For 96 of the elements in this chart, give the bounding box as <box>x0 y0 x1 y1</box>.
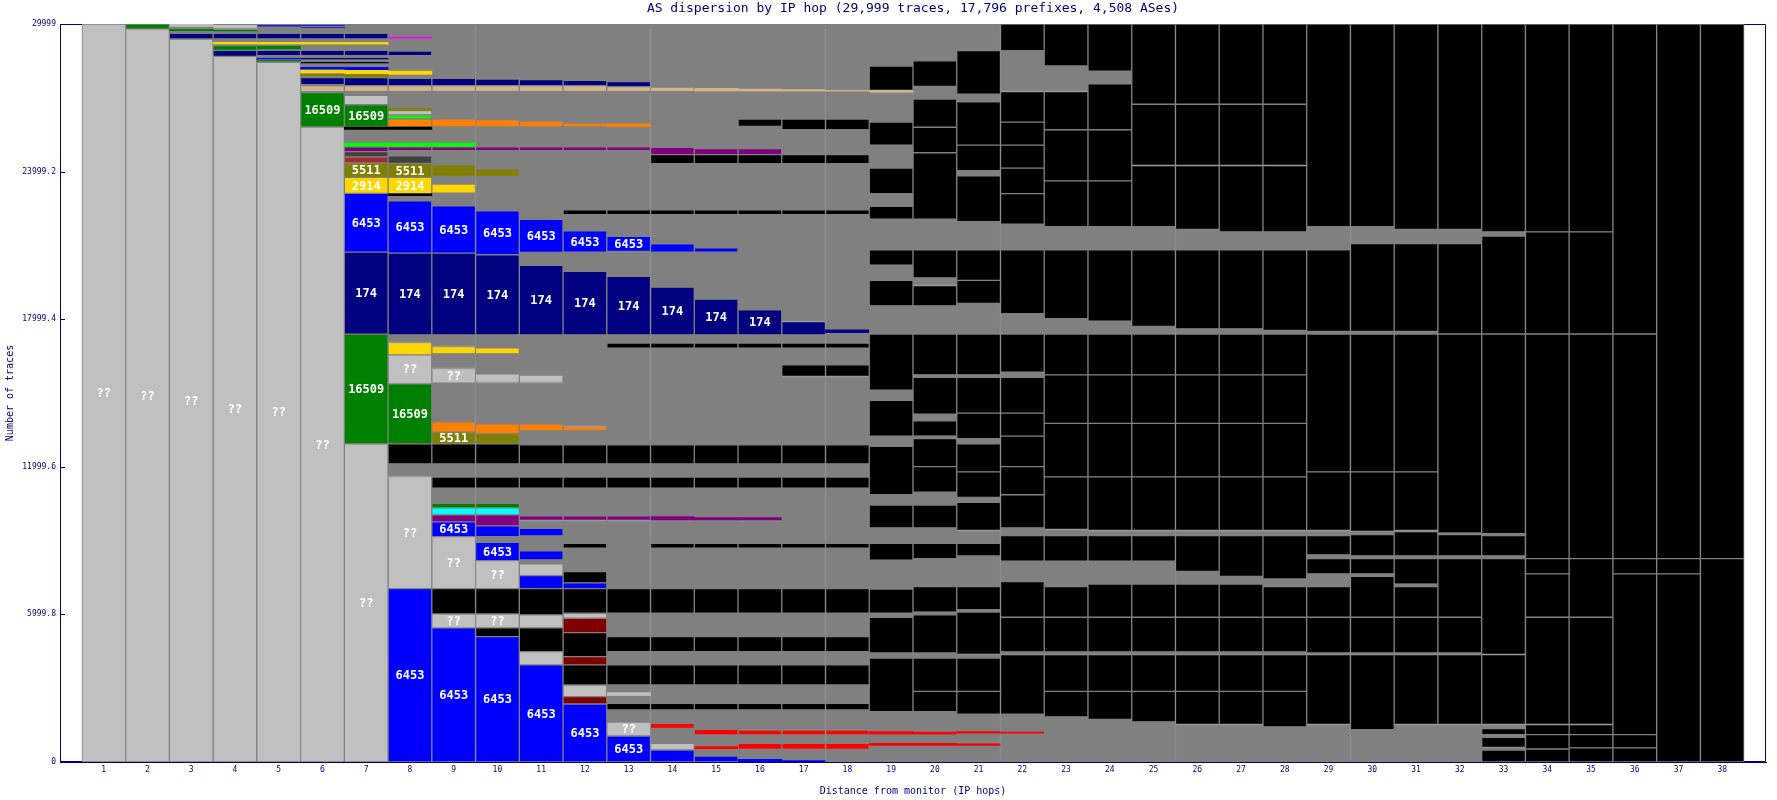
x-tick-label: 1 <box>101 764 107 774</box>
text: ?? <box>96 386 111 401</box>
x-tick-label: 5 <box>276 764 282 774</box>
text: 174 <box>530 293 553 308</box>
x-tick-label: 22 <box>1017 764 1028 774</box>
x-tick-label: 27 <box>1236 764 1247 774</box>
x-tick-label: 17 <box>798 764 809 774</box>
text: 174 <box>661 304 684 319</box>
x-tick-label: 35 <box>1586 764 1597 774</box>
chart-title: AS dispersion by IP hop (29,999 traces, 17,796 prefixes, 4,508 ASes) <box>646 0 1180 16</box>
x-tick-label: 29 <box>1323 764 1334 774</box>
y-tick-label: 11999.6 <box>22 461 57 471</box>
x-tick-label: 28 <box>1280 764 1290 774</box>
y-tick-label: 17999.4 <box>22 314 57 324</box>
text: ?? <box>184 393 199 408</box>
text: 174 <box>617 298 640 313</box>
text: ?? <box>490 614 505 629</box>
x-tick-label: 24 <box>1105 764 1115 774</box>
x-tick-label: 11 <box>536 764 547 774</box>
x-tick-label: 8 <box>407 764 413 774</box>
x-tick-label: 12 <box>580 764 590 774</box>
x-tick-label: 19 <box>886 764 897 774</box>
text: 2914 <box>395 178 425 193</box>
text: ?? <box>402 525 418 540</box>
x-tick-label: 20 <box>930 764 940 774</box>
series-label: ?? <box>621 722 636 737</box>
x-tick-label: 6 <box>320 764 326 774</box>
text: ?? <box>227 402 243 417</box>
series-label: 2914 <box>351 178 381 193</box>
series-label: 174 <box>749 315 771 330</box>
text: 174 <box>355 286 378 301</box>
x-tick-label: 33 <box>1498 764 1509 774</box>
text: ?? <box>446 555 461 570</box>
x-tick-label: 2 <box>145 764 151 774</box>
x-tick-label: 30 <box>1367 764 1378 774</box>
series-label: 16509 <box>348 109 385 123</box>
x-tick-label: 15 <box>711 764 722 774</box>
x-tick-label: 38 <box>1717 764 1728 774</box>
text: 6453 <box>482 225 512 240</box>
series-label: 6453 <box>439 522 469 537</box>
y-tick-label: 29999 <box>31 19 57 29</box>
x-tick-label: 25 <box>1148 764 1159 774</box>
text: 6453 <box>526 229 556 244</box>
text: 174 <box>399 287 421 302</box>
x-tick-label: 18 <box>842 764 853 774</box>
x-tick-label: 4 <box>232 764 238 774</box>
text: ?? <box>402 362 418 377</box>
series-label: 5511 <box>351 163 381 178</box>
x-axis-title: Distance from monitor (IP hops) <box>819 784 1007 796</box>
series-label: ?? <box>490 567 505 582</box>
x-tick-label: 9 <box>451 764 457 774</box>
text: 6453 <box>351 215 381 230</box>
text: 6453 <box>482 692 512 707</box>
y-tick-label: 23999.2 <box>22 166 57 176</box>
x-tick-label: 34 <box>1542 764 1553 774</box>
y-tick-label: 0 <box>51 757 57 767</box>
text: ?? <box>140 388 155 403</box>
text: ?? <box>358 596 374 611</box>
x-tick-label: 36 <box>1629 764 1640 774</box>
text: 6453 <box>395 220 425 235</box>
x-tick-label: 16 <box>755 764 765 774</box>
x-tick-label: 14 <box>667 764 678 774</box>
text: 6453 <box>439 222 469 237</box>
x-tick-label: 3 <box>188 764 194 774</box>
x-tick-label: 21 <box>973 764 984 774</box>
text: 174 <box>442 287 465 302</box>
text: 6453 <box>395 668 425 683</box>
x-tick-label: 26 <box>1192 764 1203 774</box>
x-tick-label: 31 <box>1411 764 1422 774</box>
text: ?? <box>271 405 286 420</box>
text: 5511 <box>395 163 425 178</box>
text: 6453 <box>570 234 600 249</box>
text: 6453 <box>439 688 469 703</box>
series-label: 16509 <box>304 102 341 117</box>
text: 5511 <box>439 431 469 446</box>
text: 174 <box>486 287 509 302</box>
text: 6453 <box>526 706 556 721</box>
text: 16509 <box>348 382 385 397</box>
text: 16509 <box>391 406 429 421</box>
x-tick-label: 7 <box>363 764 369 774</box>
text: 6453 <box>570 726 600 741</box>
y-tick-label: 5999.8 <box>27 609 57 619</box>
series-label: ?? <box>446 368 461 383</box>
x-tick-label: 13 <box>623 764 634 774</box>
x-tick-label: 37 <box>1673 764 1684 774</box>
y-axis-title: Number of traces <box>3 344 15 442</box>
x-tick-label: 10 <box>492 764 503 774</box>
text: ?? <box>315 437 330 452</box>
series-label: 6453 <box>614 742 644 757</box>
text: 174 <box>705 310 727 325</box>
x-tick-label: 32 <box>1454 764 1465 774</box>
text: 174 <box>574 296 596 311</box>
x-tick-label: 23 <box>1061 764 1072 774</box>
text: 6453 <box>482 544 512 559</box>
series-label: 6453 <box>614 237 644 252</box>
text: ?? <box>446 614 461 629</box>
